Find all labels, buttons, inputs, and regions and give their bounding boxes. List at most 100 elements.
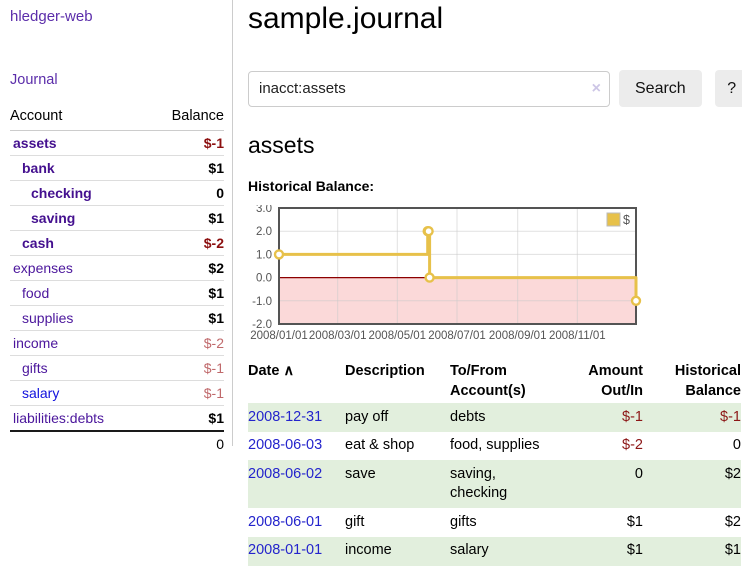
transaction-accounts: food, supplies (450, 437, 540, 454)
account-balance: $2 (147, 255, 224, 281)
sidebar-account-liabilities-debts[interactable]: liabilities:debts (13, 410, 105, 426)
account-balance: $1 (147, 280, 224, 306)
search-input[interactable] (248, 70, 610, 107)
account-balance: $1 (147, 305, 224, 331)
sort-ascending-icon: ∧ (283, 363, 295, 379)
svg-text:2008/11/01: 2008/11/01 (549, 330, 606, 342)
sidebar-account-bank[interactable]: bank (22, 160, 55, 176)
svg-text:-1.0: -1.0 (252, 296, 272, 308)
transaction-date-link[interactable]: 2008-06-01 (248, 513, 323, 530)
account-row: income $-2 (10, 330, 224, 356)
account-row: saving $1 (10, 205, 224, 231)
svg-text:2008/05/01: 2008/05/01 (369, 330, 427, 342)
account-balance: $-1 (147, 130, 224, 156)
transaction-date-link[interactable]: 2008-12-31 (248, 408, 323, 425)
svg-text:2008/03/01: 2008/03/01 (309, 330, 367, 342)
transaction-row: 2008-06-01 gift gifts $1 $2 (248, 508, 741, 537)
accounts-table-body: assets $-1 bank $1 checking 0 saving $1 cash $-2 e… (10, 130, 224, 432)
account-balance: 0 (147, 180, 224, 206)
page: hledger-web Journal Account Balance asse… (0, 0, 742, 566)
accounts-header-account: Account (10, 103, 148, 131)
sidebar-account-expenses[interactable]: expenses (13, 260, 73, 276)
transactions-table: Date ∧ Description To/From Account(s) Am… (248, 360, 741, 566)
transaction-amount: $-1 (557, 403, 643, 432)
transaction-amount: $1 (626, 513, 643, 530)
header-amount: Amount Out/In (588, 363, 643, 399)
sidebar-account-cash[interactable]: cash (22, 235, 54, 251)
transaction-row: 2008-06-02 save saving, checking 0 $2 (248, 460, 741, 509)
transaction-date-link[interactable]: 2008-01-01 (248, 542, 323, 559)
accounts-table: Account Balance assets $-1 bank $1 checking 0… (10, 103, 224, 456)
account-balance: $-1 (147, 355, 224, 381)
transactions-header-row: Date ∧ Description To/From Account(s) Am… (248, 360, 741, 403)
header-date[interactable]: Date ∧ (248, 363, 295, 379)
header-balance: Historical Balance (674, 363, 741, 399)
search-row: × Search ? (248, 70, 742, 107)
transaction-row: 2008-01-01 income salary $1 $1 (248, 536, 741, 566)
transaction-description: gift (345, 513, 365, 530)
help-button[interactable]: ? (714, 70, 742, 107)
account-row: bank $1 (10, 155, 224, 181)
transaction-balance: $-1 (643, 403, 741, 432)
sidebar-account-supplies[interactable]: supplies (22, 310, 74, 326)
sidebar-account-checking[interactable]: checking (31, 185, 92, 201)
header-description: Description (345, 363, 425, 379)
sidebar-account-income[interactable]: income (13, 335, 59, 351)
accounts-total-value: 0 (147, 430, 224, 456)
account-balance: $1 (147, 155, 224, 181)
sidebar-account-salary[interactable]: salary (22, 385, 60, 401)
sidebar: hledger-web Journal Account Balance asse… (0, 0, 233, 566)
svg-text:3.0: 3.0 (256, 205, 272, 215)
page-title: sample.journal (248, 2, 444, 35)
transaction-balance: $1 (643, 536, 741, 566)
transaction-accounts: debts (450, 403, 557, 432)
transaction-balance: 0 (732, 437, 741, 454)
transaction-amount: $-2 (622, 437, 643, 454)
transaction-accounts: saving, checking (450, 460, 557, 509)
search-button[interactable]: Search (619, 70, 702, 107)
sidebar-item-journal[interactable]: Journal (10, 72, 58, 88)
transaction-balance: $2 (643, 460, 741, 509)
accounts-header-balance: Balance (147, 103, 224, 131)
transaction-description: income (345, 536, 450, 566)
svg-text:2008/01/01: 2008/01/01 (250, 330, 308, 342)
svg-text:0.0: 0.0 (256, 273, 272, 285)
clear-search-icon[interactable]: × (591, 79, 601, 97)
account-row: gifts $-1 (10, 355, 224, 381)
transaction-accounts: salary (450, 536, 557, 566)
transaction-date-link[interactable]: 2008-06-03 (248, 437, 323, 454)
transactions-table-body: 2008-12-31 pay off debts $-1 $-1 2008-06-03 ea… (248, 403, 741, 566)
sidebar-account-assets[interactable]: assets (13, 135, 57, 151)
transaction-row: 2008-06-03 eat & shop food, supplies $-2 0 (248, 432, 741, 461)
transaction-description: pay off (345, 403, 450, 432)
account-balance: $-2 (147, 230, 224, 256)
transaction-balance: $2 (724, 513, 741, 530)
account-row: cash $-2 (10, 230, 224, 256)
account-row: expenses $2 (10, 255, 224, 281)
account-title: assets (248, 132, 315, 158)
account-row: checking 0 (10, 180, 224, 206)
main-content: sample.journal × Search ? assets Histori… (233, 0, 742, 566)
account-balance: $1 (208, 410, 224, 426)
transaction-description: eat & shop (345, 437, 415, 454)
sidebar-account-food[interactable]: food (22, 285, 50, 301)
account-row: supplies $1 (10, 305, 224, 331)
transaction-row: 2008-12-31 pay off debts $-1 $-1 (248, 403, 741, 432)
transaction-description: save (345, 460, 450, 509)
transaction-date-link[interactable]: 2008-06-02 (248, 465, 323, 482)
transaction-amount: 0 (557, 460, 643, 509)
search-box: × (248, 70, 610, 107)
brand-link[interactable]: hledger-web (10, 8, 93, 25)
transaction-amount: $1 (557, 536, 643, 566)
svg-text:1.0: 1.0 (256, 249, 272, 261)
header-accounts: To/From Account(s) (450, 363, 526, 399)
svg-text:2.0: 2.0 (256, 226, 272, 238)
svg-text:2008/09/01: 2008/09/01 (489, 330, 547, 342)
account-row: assets $-1 (10, 130, 224, 156)
sidebar-account-gifts[interactable]: gifts (22, 360, 48, 376)
account-row: food $1 (10, 280, 224, 306)
account-row: liabilities:debts $1 (10, 406, 224, 432)
sidebar-account-saving[interactable]: saving (31, 210, 76, 226)
account-balance: $1 (147, 205, 224, 231)
